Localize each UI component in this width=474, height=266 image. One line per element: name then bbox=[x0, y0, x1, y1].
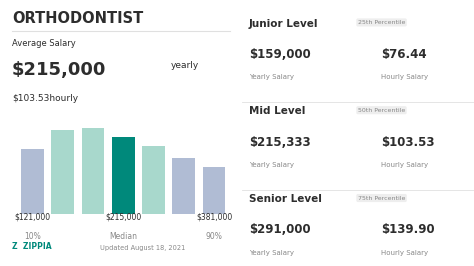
Bar bbox=[82, 128, 104, 214]
Text: $103.53: $103.53 bbox=[381, 136, 435, 149]
Text: $215,000: $215,000 bbox=[12, 61, 106, 79]
Bar bbox=[21, 148, 44, 214]
Bar bbox=[51, 130, 74, 214]
Text: Z  ZIPPIA: Z ZIPPIA bbox=[12, 242, 52, 251]
Text: 25th Percentile: 25th Percentile bbox=[358, 20, 405, 25]
Text: Median: Median bbox=[109, 232, 137, 241]
Text: 10%: 10% bbox=[24, 232, 41, 241]
Text: 50th Percentile: 50th Percentile bbox=[358, 108, 405, 113]
Text: Hourly Salary: Hourly Salary bbox=[381, 74, 428, 81]
Text: $291,000: $291,000 bbox=[249, 223, 310, 236]
Text: Updated August 18, 2021: Updated August 18, 2021 bbox=[100, 245, 185, 251]
Bar bbox=[142, 146, 165, 214]
Text: 90%: 90% bbox=[206, 232, 222, 241]
Text: Senior Level: Senior Level bbox=[249, 194, 321, 204]
Text: $121,000: $121,000 bbox=[14, 212, 50, 221]
Text: Yearly Salary: Yearly Salary bbox=[249, 162, 294, 168]
Text: Yearly Salary: Yearly Salary bbox=[249, 74, 294, 81]
Text: $159,000: $159,000 bbox=[249, 48, 310, 61]
Bar bbox=[173, 158, 195, 214]
Text: ORTHODONTIST: ORTHODONTIST bbox=[12, 11, 143, 26]
Bar bbox=[203, 167, 226, 214]
Text: $139.90: $139.90 bbox=[381, 223, 435, 236]
Text: $103.53hourly: $103.53hourly bbox=[12, 94, 78, 103]
Text: $381,000: $381,000 bbox=[196, 212, 232, 221]
Text: Yearly Salary: Yearly Salary bbox=[249, 250, 294, 256]
Text: Mid Level: Mid Level bbox=[249, 106, 305, 117]
Text: $76.44: $76.44 bbox=[381, 48, 427, 61]
Text: Hourly Salary: Hourly Salary bbox=[381, 250, 428, 256]
Text: $215,333: $215,333 bbox=[249, 136, 310, 149]
Text: 75th Percentile: 75th Percentile bbox=[358, 196, 405, 201]
Text: Hourly Salary: Hourly Salary bbox=[381, 162, 428, 168]
Bar bbox=[112, 137, 135, 214]
Text: Junior Level: Junior Level bbox=[249, 19, 318, 29]
Text: $215,000: $215,000 bbox=[105, 212, 141, 221]
Text: yearly: yearly bbox=[171, 61, 199, 70]
Text: Average Salary: Average Salary bbox=[12, 39, 75, 48]
